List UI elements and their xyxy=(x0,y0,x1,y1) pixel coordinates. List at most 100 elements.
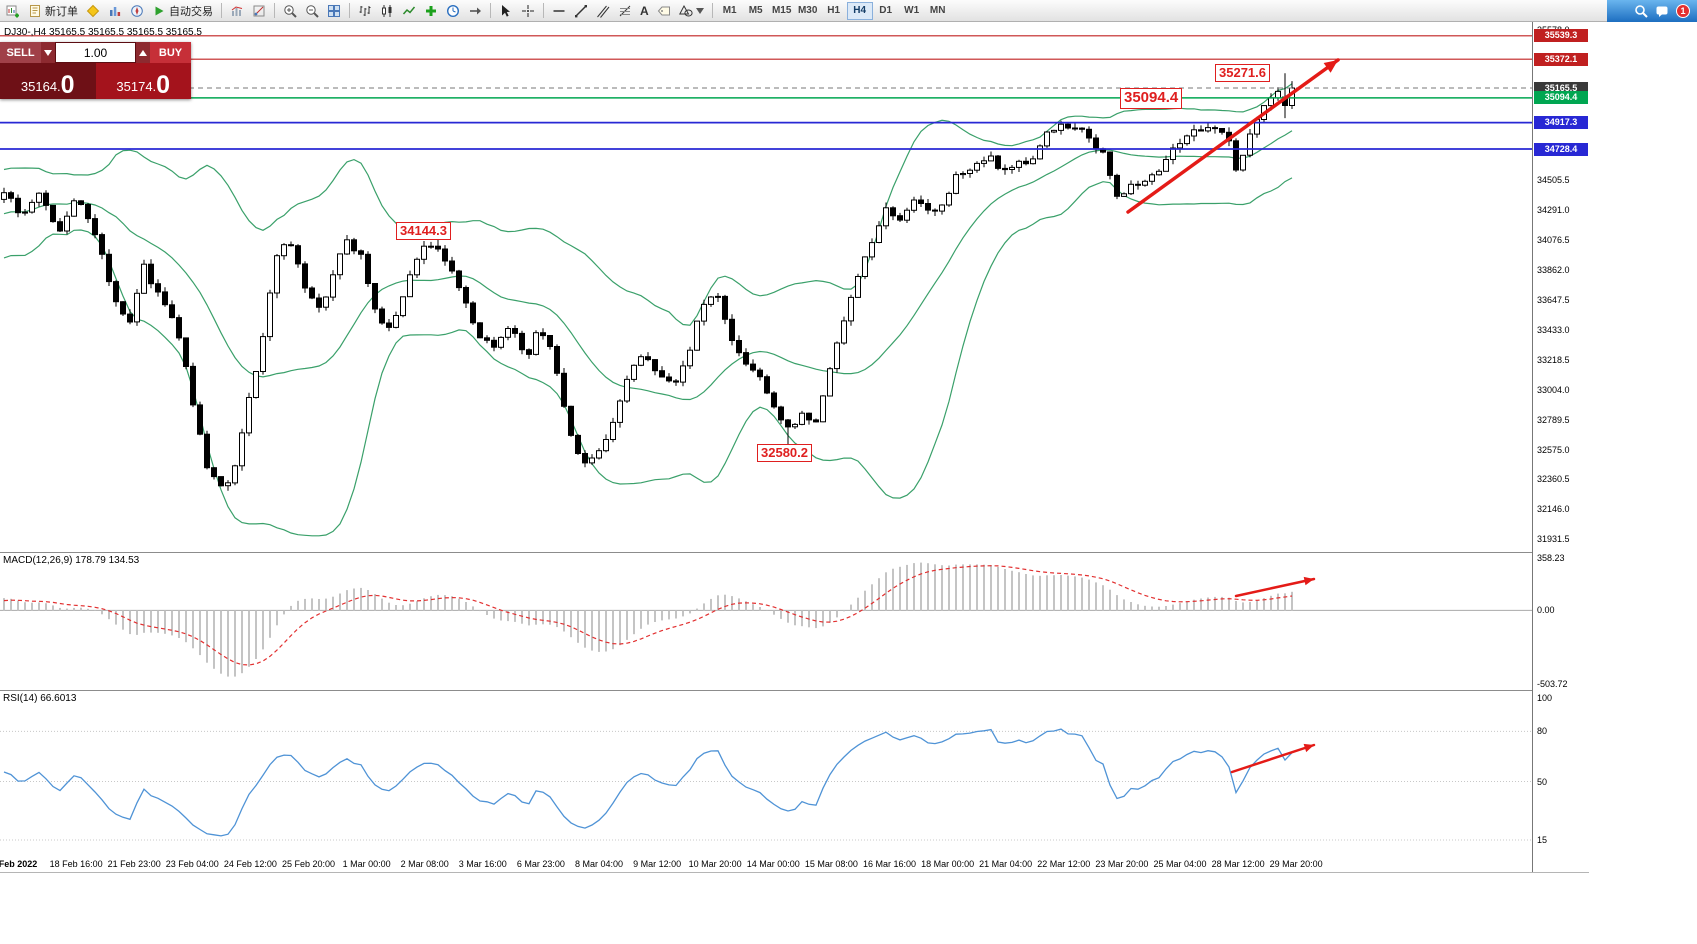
toolbar-separator xyxy=(543,3,544,18)
timeframe-d1-button[interactable]: D1 xyxy=(873,2,899,20)
volume-decrease-button[interactable] xyxy=(41,42,55,63)
time-label: 15 Mar 08:00 xyxy=(804,859,858,869)
price-callout[interactable]: 35271.6 xyxy=(1215,64,1270,83)
timeframe-m5-button[interactable]: M5 xyxy=(743,2,769,20)
objects-list-button[interactable] xyxy=(248,1,270,21)
rsi-panel-canvas[interactable] xyxy=(0,690,1532,855)
shapes-tool-button[interactable] xyxy=(675,1,708,21)
toolbar-separator xyxy=(221,3,222,18)
favorites-button[interactable] xyxy=(82,1,104,21)
timeframe-m30-button[interactable]: M30 xyxy=(795,2,821,20)
clock-icon xyxy=(446,4,460,17)
text-tool-button[interactable]: A xyxy=(636,1,653,21)
notification-badge[interactable]: 1 xyxy=(1676,4,1690,18)
add-indicator-button[interactable] xyxy=(420,1,442,21)
search-icon[interactable] xyxy=(1634,4,1648,18)
community-icon[interactable] xyxy=(1655,4,1669,18)
objects-icon xyxy=(253,5,265,16)
sell-price[interactable]: 35164. 0 xyxy=(0,63,96,99)
price-tick: 32360.5 xyxy=(1537,474,1570,485)
indicators-button[interactable] xyxy=(226,1,248,21)
zoom-out-button[interactable] xyxy=(301,1,323,21)
timeframe-m1-button[interactable]: M1 xyxy=(717,2,743,20)
rsi-panel-separator[interactable] xyxy=(0,690,1589,691)
volume-increase-button[interactable] xyxy=(136,42,150,63)
time-label: 21 Feb 23:00 xyxy=(107,859,161,869)
rsi-scale-tick: 100 xyxy=(1537,693,1553,703)
time-label: 18 Feb 16:00 xyxy=(49,859,103,869)
bar-chart-mode-button[interactable] xyxy=(354,1,376,21)
macd-panel-separator[interactable] xyxy=(0,552,1589,553)
price-callout[interactable]: 34144.3 xyxy=(396,222,451,241)
chart-window[interactable]: DJ30-,H4 35165.5 35165.5 35165.5 35165.5… xyxy=(0,22,1532,855)
trend-arrow[interactable] xyxy=(1230,743,1316,774)
auto-scroll-button[interactable] xyxy=(442,1,464,21)
crosshair-button[interactable] xyxy=(517,1,539,21)
horizontal-line-tool-button[interactable] xyxy=(548,1,570,21)
price-badge-blue: 34917.3 xyxy=(1534,116,1588,130)
buy-button[interactable]: BUY xyxy=(150,42,191,63)
trend-arrow[interactable] xyxy=(1126,58,1340,214)
candle-chart-mode-button[interactable] xyxy=(376,1,398,21)
toolbar-separator xyxy=(349,3,350,18)
buy-price-pips: 0 xyxy=(156,70,171,99)
trendline-icon xyxy=(575,4,587,17)
main-chart-canvas[interactable] xyxy=(0,22,1532,552)
zoom-in-button[interactable] xyxy=(279,1,301,21)
add-indicator-icon xyxy=(426,5,436,16)
time-axis[interactable]: Feb 2022 18 Feb 16:00 21 Feb 23:00 23 Feb 0… xyxy=(0,855,1532,872)
price-callout[interactable]: 35094.4 xyxy=(1120,88,1183,109)
trendline-tool-button[interactable] xyxy=(570,1,592,21)
auto-trading-button[interactable]: 自动交易 xyxy=(148,1,217,21)
new-chart-button[interactable] xyxy=(2,1,24,21)
toolbar-separator xyxy=(274,3,275,18)
line-chart-mode-button[interactable] xyxy=(398,1,420,21)
new-order-button[interactable]: 新订单 xyxy=(24,1,82,21)
price-tick: 31931.5 xyxy=(1537,534,1570,545)
price-callout[interactable]: 32580.2 xyxy=(757,444,812,463)
volume-down-icon xyxy=(44,49,52,56)
chart-shift-icon xyxy=(470,7,481,14)
price-badge-red: 35539.3 xyxy=(1534,29,1588,43)
sell-price-main: 35164. xyxy=(20,79,61,94)
channel-tool-button[interactable] xyxy=(592,1,614,21)
timeframe-w1-button[interactable]: W1 xyxy=(899,2,925,20)
price-axis[interactable]: 35578.034505.534291.034076.533862.033647… xyxy=(1532,22,1589,872)
trend-arrow[interactable] xyxy=(1234,576,1316,598)
timeframe-m15-button[interactable]: M15 xyxy=(769,2,795,20)
chart-shift-button[interactable] xyxy=(464,1,486,21)
zoom-out-icon xyxy=(306,4,319,18)
indicator-icon xyxy=(231,5,243,16)
rsi-scale-tick: 80 xyxy=(1537,726,1548,737)
macd-panel-canvas[interactable] xyxy=(0,552,1532,690)
price-badge-red: 35372.1 xyxy=(1534,52,1588,66)
tile-windows-button[interactable] xyxy=(323,1,345,21)
sell-button[interactable]: SELL xyxy=(0,42,41,63)
time-label: 22 Mar 12:00 xyxy=(1037,859,1091,869)
macd-signal-line xyxy=(3,565,1293,666)
timeframe-mn-button[interactable]: MN xyxy=(925,2,951,20)
cursor-button[interactable] xyxy=(495,1,517,21)
price-tick: 34076.5 xyxy=(1537,235,1570,245)
price-tick: 33218.5 xyxy=(1537,354,1570,365)
navigator-icon xyxy=(131,4,143,17)
time-label: 9 Mar 12:00 xyxy=(633,859,682,869)
timeframe-group: M1 M5 M15 M30 H1 H4 D1 W1 MN xyxy=(717,1,951,20)
play-icon xyxy=(155,6,164,15)
price-badge-green: 35094.4 xyxy=(1534,91,1588,105)
volume-input[interactable]: 1.00 xyxy=(55,42,136,63)
market-watch-button[interactable] xyxy=(104,1,126,21)
new-order-icon xyxy=(30,4,40,17)
time-label: 8 Mar 04:00 xyxy=(574,859,624,869)
fibonacci-tool-button[interactable] xyxy=(614,1,636,21)
navigator-button[interactable] xyxy=(126,1,148,21)
time-label: 25 Mar 04:00 xyxy=(1153,859,1207,869)
buy-price[interactable]: 35174. 0 xyxy=(95,63,191,99)
timeframe-h1-button[interactable]: H1 xyxy=(821,2,847,20)
timeframe-h4-button[interactable]: H4 xyxy=(846,1,873,20)
rsi-scale-tick: 50 xyxy=(1537,776,1548,787)
label-tool-button[interactable] xyxy=(653,1,675,21)
macd-scale-tick: 358.23 xyxy=(1537,553,1565,563)
time-label: 21 Mar 04:00 xyxy=(979,859,1033,869)
macd-label: MACD(12,26,9) 178.79 134.53 xyxy=(3,555,140,566)
